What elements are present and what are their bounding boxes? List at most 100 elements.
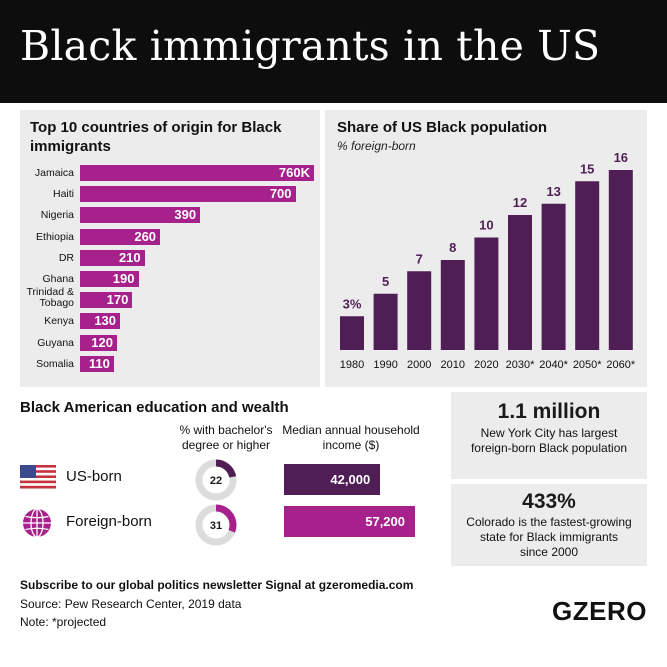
country-value-label: 170 bbox=[106, 292, 129, 308]
share-category-label: 2040* bbox=[539, 359, 568, 371]
foreign-born-income-bar: 57,200 bbox=[284, 506, 415, 537]
share-category-label: 2010 bbox=[441, 359, 465, 371]
country-label: Kenya bbox=[44, 315, 74, 328]
country-label: Haiti bbox=[52, 188, 74, 201]
share-category-label: 2020 bbox=[474, 359, 498, 371]
share-bar-chart: 3% 1980 5 1990 7 2000 8 2010 10 2020 12 2030* 13 2040… bbox=[340, 150, 636, 371]
us-born-bachelor-value: 22 bbox=[210, 475, 222, 487]
country-label: Ghana bbox=[42, 273, 74, 285]
share-subtitle: % foreign-born bbox=[337, 139, 416, 153]
country-value-label: 210 bbox=[118, 249, 141, 265]
share-category-label: 2030* bbox=[506, 359, 535, 371]
country-bar: 760K bbox=[80, 165, 314, 181]
country-label: Ethiopia bbox=[36, 230, 74, 243]
country-bar-row: Nigeria 390 bbox=[20, 207, 320, 224]
country-value-label: 190 bbox=[112, 271, 135, 286]
country-value-label: 120 bbox=[91, 334, 113, 350]
share-category-label: 2050* bbox=[573, 359, 602, 371]
share-value-label: 3% bbox=[343, 296, 362, 311]
foreign-born-income-value: 57,200 bbox=[365, 514, 405, 529]
share-panel: Share of US Black population % foreign-b… bbox=[325, 110, 647, 387]
country-value-label: 110 bbox=[88, 355, 110, 371]
country-bar: 170 bbox=[80, 292, 133, 309]
country-value-label: 760K bbox=[278, 165, 310, 180]
country-bar-row: Jamaica 760K bbox=[20, 165, 320, 181]
share-category-label: 2060* bbox=[606, 359, 635, 371]
share-bar bbox=[508, 215, 532, 350]
nyc-stat-panel: 1.1 million New York City has largest fo… bbox=[451, 392, 647, 479]
subscribe-text: Subscribe to our global politics newslet… bbox=[20, 578, 414, 592]
country-value-label: 130 bbox=[94, 313, 117, 329]
us-born-income-value: 42,000 bbox=[330, 472, 371, 487]
share-value-label: 10 bbox=[479, 218, 493, 233]
country-bar-row: DR 210 bbox=[20, 249, 320, 266]
colorado-stat-value: 433% bbox=[522, 490, 576, 513]
share-value-label: 13 bbox=[546, 184, 560, 199]
country-value-label: 260 bbox=[134, 228, 157, 244]
nyc-stat-value: 1.1 million bbox=[497, 400, 601, 423]
share-bar bbox=[575, 181, 600, 350]
share-bar bbox=[340, 316, 364, 350]
country-bar: 190 bbox=[80, 271, 139, 287]
country-bar-row: Ethiopia 260 bbox=[20, 228, 320, 245]
country-label: Guyana bbox=[37, 336, 74, 349]
share-value-label: 15 bbox=[580, 161, 594, 176]
share-category-label: 1980 bbox=[340, 359, 364, 371]
us-born-income-bar: 42,000 bbox=[284, 464, 381, 495]
countries-title: Top 10 countries of origin for Black imm… bbox=[30, 119, 282, 155]
share-bar bbox=[440, 260, 465, 350]
share-bar bbox=[541, 203, 566, 350]
foreign-born-label: Foreign-born bbox=[66, 513, 152, 530]
countries-panel: Top 10 countries of origin for Black imm… bbox=[20, 110, 320, 387]
share-category-label: 1990 bbox=[373, 359, 397, 371]
share-bar bbox=[608, 170, 633, 350]
share-bar bbox=[373, 293, 398, 350]
share-value-label: 12 bbox=[513, 195, 527, 210]
foreign-born-donut: 31 bbox=[195, 504, 237, 546]
us-flag-icon bbox=[20, 465, 56, 489]
share-title: Share of US Black population bbox=[337, 119, 548, 136]
share-value-label: 5 bbox=[382, 274, 389, 289]
share-value-label: 7 bbox=[416, 251, 423, 266]
header-banner: Black immigrants in the US bbox=[0, 0, 667, 103]
country-bar: 210 bbox=[80, 249, 145, 266]
share-value-label: 8 bbox=[449, 240, 456, 255]
country-bar: 110 bbox=[80, 355, 114, 372]
country-value-label: 390 bbox=[174, 207, 197, 223]
page-title: Black immigrants in the US bbox=[20, 22, 601, 70]
country-bar: 390 bbox=[80, 207, 201, 224]
country-bar: 130 bbox=[80, 313, 121, 330]
country-value-label: 700 bbox=[269, 186, 292, 202]
share-value-label: 16 bbox=[614, 150, 628, 165]
country-bar-row: Somalia 110 bbox=[20, 355, 320, 372]
colorado-stat-text: Colorado is the fastest-growing state fo… bbox=[466, 515, 632, 559]
country-label: Jamaica bbox=[34, 167, 74, 179]
education-panel: Black American education and wealth % wi… bbox=[20, 392, 445, 566]
country-bar: 700 bbox=[80, 186, 296, 203]
country-bar: 120 bbox=[80, 334, 117, 351]
country-label: Nigeria bbox=[40, 209, 74, 222]
country-bar: 260 bbox=[80, 228, 161, 245]
colorado-stat-panel: 433% Colorado is the fastest-growing sta… bbox=[451, 484, 647, 566]
country-label: DR bbox=[58, 251, 74, 264]
source-text: Source: Pew Research Center, 2019 data bbox=[20, 597, 242, 611]
country-bar-row: Trinidad & Tobago 170 bbox=[20, 287, 320, 309]
share-bar bbox=[474, 237, 499, 350]
share-category-label: 2000 bbox=[407, 359, 431, 371]
bachelor-column-header: % with bachelor's degree or higher bbox=[179, 423, 273, 452]
gzero-logo: GZERO bbox=[552, 596, 647, 626]
country-bar-row: Haiti 700 bbox=[20, 186, 320, 203]
education-title: Black American education and wealth bbox=[20, 399, 289, 416]
income-column-header: Median annual household income ($) bbox=[282, 423, 420, 452]
globe-icon bbox=[23, 508, 51, 538]
us-born-donut: 22 bbox=[195, 459, 237, 501]
country-label: Trinidad & Tobago bbox=[26, 286, 74, 310]
foreign-born-bachelor-value: 31 bbox=[210, 520, 222, 532]
country-bar-row: Kenya 130 bbox=[20, 313, 320, 330]
country-bar-row: Ghana 190 bbox=[20, 271, 320, 287]
nyc-stat-text: New York City has largest foreign-born B… bbox=[470, 426, 628, 455]
country-bar-row: Guyana 120 bbox=[20, 334, 320, 351]
share-bar bbox=[407, 271, 432, 350]
note-text: Note: *projected bbox=[20, 615, 107, 629]
country-label: Somalia bbox=[36, 357, 74, 370]
